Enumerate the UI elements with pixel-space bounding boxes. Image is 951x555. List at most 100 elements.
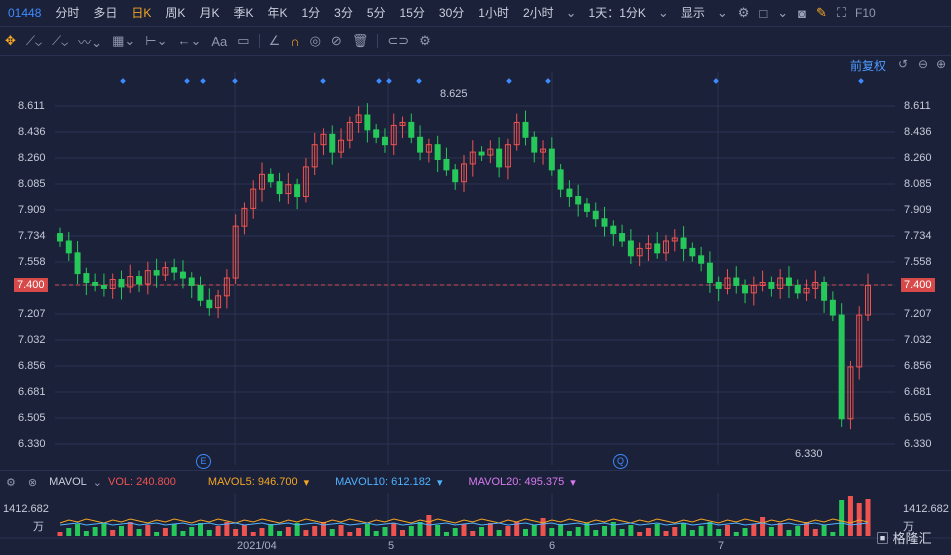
pencil-icon[interactable]: ✎ xyxy=(816,5,827,20)
candle-body xyxy=(698,255,705,264)
chevron-down-icon[interactable]: ⌄ xyxy=(716,5,728,20)
tab-duori[interactable]: 多日 xyxy=(93,6,118,20)
candle-body xyxy=(311,144,318,168)
link-icon[interactable]: ⊂⊃ xyxy=(387,33,410,48)
trash-icon[interactable]: 🗑 xyxy=(351,33,369,48)
candle-body xyxy=(267,173,274,183)
quarterly-event-marker[interactable]: Q xyxy=(613,454,628,469)
settings-icon[interactable]: ⚙ xyxy=(6,476,16,489)
fib-tool-icon[interactable]: ▦⌄ xyxy=(112,33,136,48)
candle-body xyxy=(144,270,151,285)
zoom-out-icon[interactable]: ⊖ xyxy=(918,57,929,71)
tab-5min[interactable]: 5分 xyxy=(366,6,386,20)
candle-body xyxy=(276,181,283,195)
chevron-down-icon[interactable]: ⌄ xyxy=(777,5,789,20)
wave-tool-icon[interactable]: 〰⌄ xyxy=(78,34,103,50)
arrow-tool-icon[interactable]: ←⌄ xyxy=(177,33,202,48)
candle-body xyxy=(803,287,810,294)
display-menu[interactable]: 显示 xyxy=(680,6,705,20)
candle-body xyxy=(504,144,511,168)
fullscreen-icon[interactable]: ⛶ xyxy=(836,5,847,20)
volume-bar xyxy=(320,522,326,536)
text-tool[interactable]: Aa xyxy=(211,33,228,49)
volume-header: ⚙ ⊗ MAVOL ⌄ VOL: 240.800 MAVOL5: 946.700… xyxy=(0,470,951,493)
tab-fenshi[interactable]: 分时 xyxy=(55,6,80,20)
candle-body xyxy=(206,299,213,309)
tab-quarterly-k[interactable]: 季K xyxy=(233,6,254,20)
triangle-down-icon[interactable]: ▾ xyxy=(436,476,443,489)
f10-button[interactable]: F10 xyxy=(855,6,876,20)
volume-bar xyxy=(628,525,634,536)
volume-bar xyxy=(382,527,388,536)
volume-bar xyxy=(426,515,432,536)
price-tick-label: 7.558 xyxy=(904,256,932,268)
move-icon[interactable]: ✥ xyxy=(5,33,16,48)
indicator-name[interactable]: MAVOL xyxy=(49,476,87,488)
volume-bar xyxy=(672,527,678,536)
price-tick-label: 6.856 xyxy=(904,360,932,372)
event-dot xyxy=(200,78,206,84)
square-icon[interactable]: □ xyxy=(759,5,768,21)
volume-bar xyxy=(391,523,397,536)
candle-body xyxy=(338,139,345,153)
earnings-event-marker[interactable]: E xyxy=(196,454,211,469)
volume-bar xyxy=(505,526,511,536)
volume-bar xyxy=(751,524,757,536)
candle-body xyxy=(592,210,599,220)
volume-bar xyxy=(443,532,449,536)
mavol10-value: MAVOL10: 612.182 xyxy=(335,476,431,488)
candle-body xyxy=(302,166,309,198)
magnet-icon[interactable]: ∩ xyxy=(290,33,300,49)
line-tool-icon[interactable]: ⟋⌄ xyxy=(25,33,43,48)
volume-bar xyxy=(856,503,862,536)
low-annotation: 6.330 xyxy=(795,448,823,460)
volume-bar xyxy=(435,525,441,536)
tab-1min[interactable]: 1分 xyxy=(301,6,321,20)
settings-icon[interactable]: ⚙ xyxy=(419,33,431,48)
tab-15min[interactable]: 15分 xyxy=(399,6,425,20)
volume-bar xyxy=(101,523,107,536)
undo-icon[interactable]: ↺ xyxy=(898,57,909,71)
volume-bar xyxy=(487,523,493,536)
chevron-down-icon[interactable]: ⌄ xyxy=(565,5,577,20)
volume-bar xyxy=(57,532,63,536)
candle-body xyxy=(83,273,90,283)
event-dot xyxy=(184,78,190,84)
zoom-in-icon[interactable]: ⊕ xyxy=(936,57,947,71)
period-select[interactable]: 1天：1分K xyxy=(588,6,646,20)
close-icon[interactable]: ⊗ xyxy=(27,476,38,489)
tab-daily-k[interactable]: 日K xyxy=(131,6,152,20)
volume-bar xyxy=(154,532,160,536)
tab-30min[interactable]: 30分 xyxy=(438,6,465,20)
event-dot xyxy=(416,78,422,84)
volume-bar xyxy=(83,531,89,536)
price-tick-label: 7.207 xyxy=(904,308,932,320)
event-dot-markers xyxy=(120,78,864,84)
price-tick-label: 7.032 xyxy=(18,334,46,346)
tab-3min[interactable]: 3分 xyxy=(334,6,353,20)
triangle-down-icon[interactable]: ▾ xyxy=(303,476,310,489)
comment-icon[interactable]: ▭ xyxy=(237,33,250,48)
chevron-down-icon[interactable]: ⌄ xyxy=(657,5,669,20)
tab-yearly-k[interactable]: 年K xyxy=(267,6,288,20)
tab-monthly-k[interactable]: 月K xyxy=(199,6,220,20)
candle-body xyxy=(390,124,397,146)
candle-body xyxy=(381,136,388,146)
volume-bar xyxy=(136,529,142,536)
tab-2hour[interactable]: 2小时 xyxy=(522,6,554,20)
volume-bar xyxy=(224,522,230,536)
hide-icon[interactable]: ⊘ xyxy=(330,33,342,48)
ruler-icon[interactable]: ∠ xyxy=(268,33,281,48)
camera-icon[interactable]: ◙ xyxy=(798,5,807,21)
chevron-down-icon[interactable]: ⌄ xyxy=(92,476,103,489)
eye-icon[interactable]: ◎ xyxy=(309,33,321,48)
ray-tool-icon[interactable]: ⟋⌄ xyxy=(52,33,69,48)
tab-1hour[interactable]: 1小时 xyxy=(478,6,509,20)
volume-bar xyxy=(689,530,695,536)
gear-icon[interactable]: ⚙ xyxy=(737,5,750,20)
range-tool-icon[interactable]: ⊢⌄ xyxy=(145,33,168,48)
tab-weekly-k[interactable]: 周K xyxy=(165,6,186,20)
candle-body xyxy=(250,188,257,209)
triangle-down-icon[interactable]: ▾ xyxy=(570,476,576,489)
adjust-price-select[interactable]: 前复权 xyxy=(850,59,887,73)
